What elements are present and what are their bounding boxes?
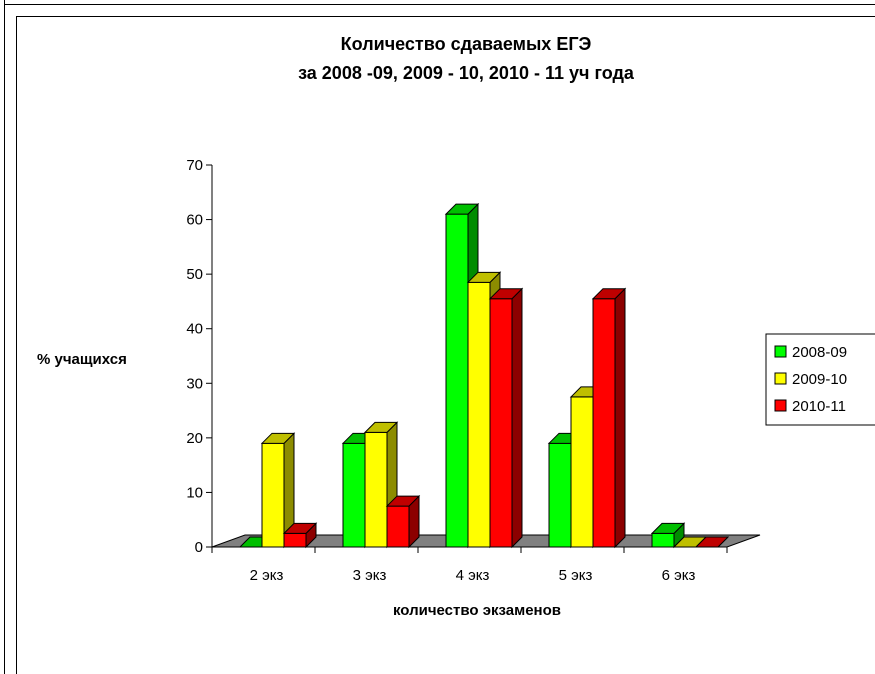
bar-top — [444, 203, 480, 215]
x-axis-title: количество экзаменов — [393, 602, 561, 619]
bar — [488, 287, 524, 549]
bar-front — [570, 396, 594, 548]
y-tick-label: 30 — [186, 375, 203, 392]
bar-top — [591, 288, 627, 300]
bar-front — [548, 442, 572, 548]
bar-top — [363, 421, 399, 433]
bar-front — [467, 281, 491, 548]
y-tick-label: 0 — [195, 539, 203, 556]
bar-side — [614, 287, 626, 549]
y-tick-label: 40 — [186, 321, 203, 338]
bar-top — [385, 495, 421, 507]
bar-top — [694, 536, 730, 548]
bar-top — [282, 522, 318, 534]
bar-front — [386, 505, 410, 548]
x-tick-label: 4 экз — [456, 567, 490, 584]
bar-front — [283, 532, 307, 548]
y-tick-label: 60 — [186, 212, 203, 229]
plot-area: 0 10 20 30 40 50 60 70 2 экз 3 экз 4 экз 5 экз 6 экз — [186, 157, 761, 584]
bar — [260, 432, 296, 549]
y-axis-title: % учащихся — [37, 351, 127, 368]
bar-front — [489, 298, 513, 548]
y-tick-label: 20 — [186, 430, 203, 447]
bar-front — [342, 442, 366, 548]
bar-top — [260, 432, 296, 444]
bar-front — [592, 298, 616, 548]
bar — [694, 536, 730, 548]
y-tick-label: 70 — [186, 157, 203, 174]
chart-title-line1: Количество сдаваемых ЕГЭ — [341, 34, 592, 54]
bar-top — [466, 271, 502, 283]
bar-front — [445, 213, 469, 548]
legend-label: 2009-10 — [792, 371, 847, 388]
y-tick-label: 10 — [186, 484, 203, 501]
x-tick-label: 6 экз — [662, 567, 696, 584]
y-tick-label: 50 — [186, 266, 203, 283]
bar — [282, 522, 318, 549]
x-tick-label: 2 экз — [250, 567, 284, 584]
bar — [591, 287, 627, 549]
chart-title-line2: за 2008 -09, 2009 - 10, 2010 - 11 уч год… — [298, 63, 635, 83]
bar-front — [261, 442, 285, 548]
bar — [650, 522, 686, 549]
legend: 2008-09 2009-10 2010-11 — [765, 333, 875, 426]
bar — [385, 494, 421, 549]
legend-label: 2008-09 — [792, 344, 847, 361]
legend-swatch — [774, 399, 787, 412]
bar-side — [511, 287, 523, 549]
legend-swatch — [774, 345, 787, 358]
x-tick-label: 5 экз — [559, 567, 593, 584]
bar-front — [651, 532, 675, 548]
legend-swatch — [774, 372, 787, 385]
bar-front — [364, 431, 388, 548]
x-tick-label: 3 экз — [353, 567, 387, 584]
legend-label: 2010-11 — [792, 398, 846, 415]
bar-top — [488, 288, 524, 300]
bar-top — [650, 522, 686, 534]
